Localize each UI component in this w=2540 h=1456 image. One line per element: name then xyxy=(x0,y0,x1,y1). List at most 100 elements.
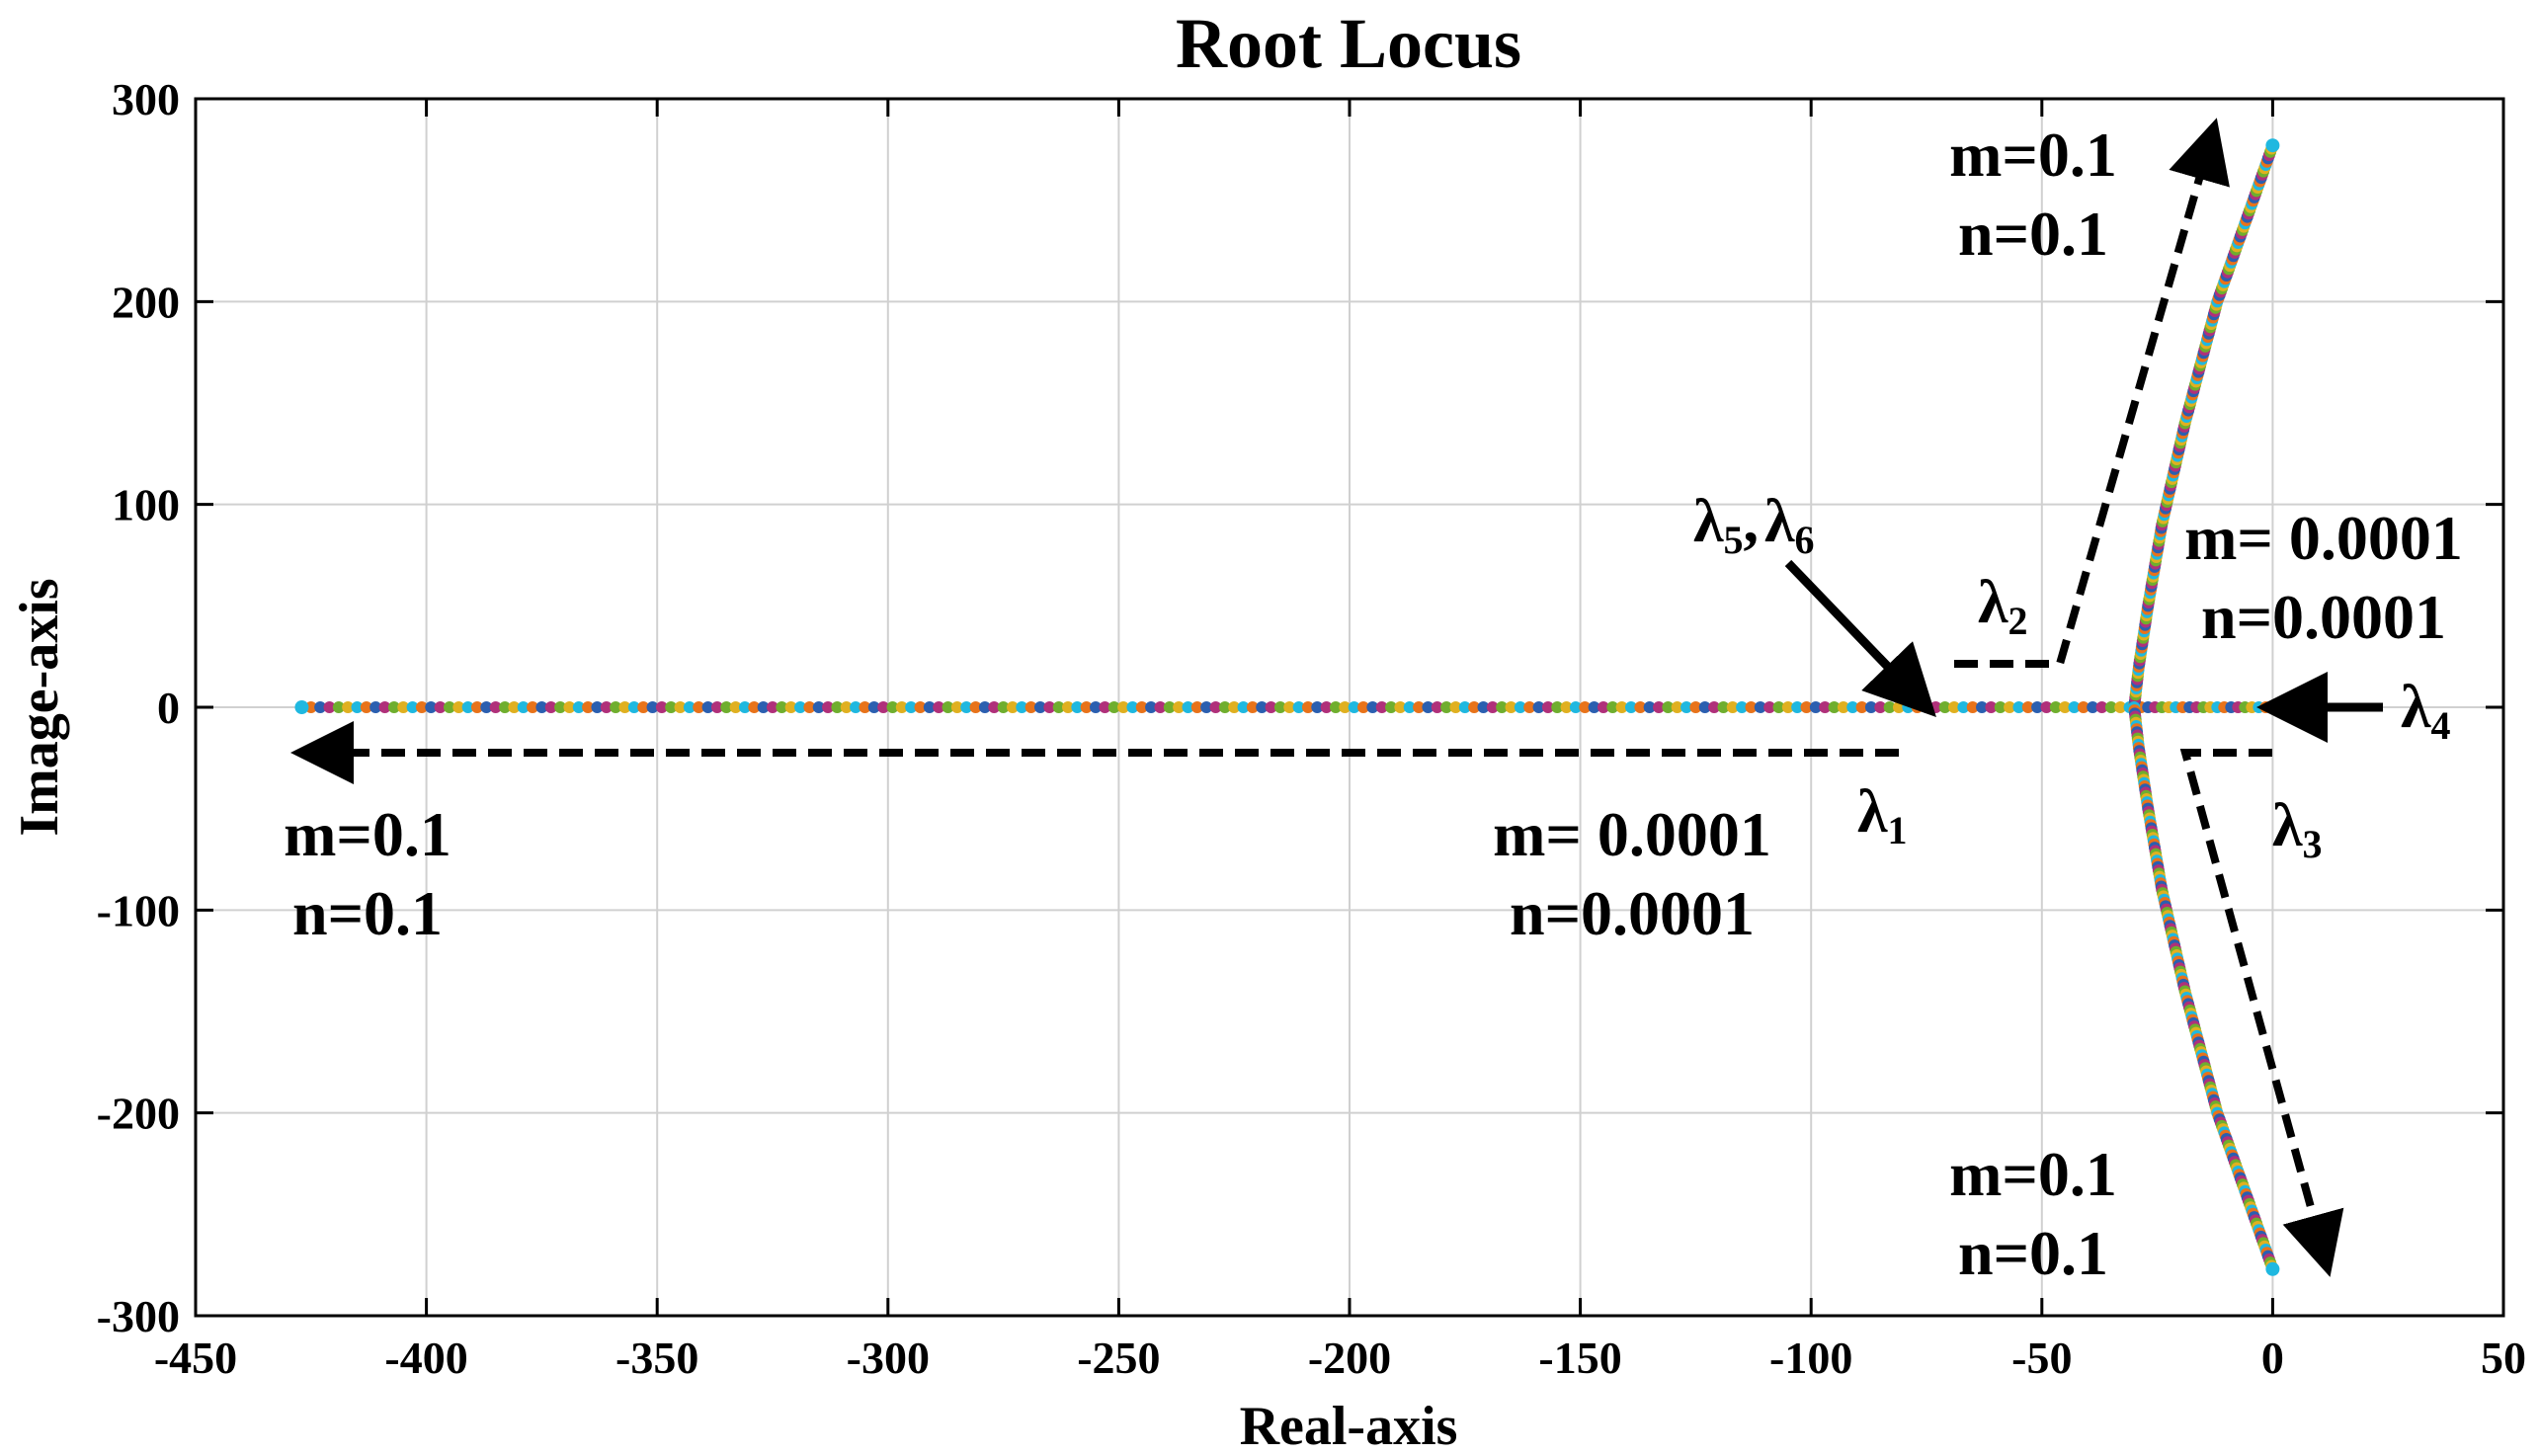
locus-point xyxy=(1173,701,1186,713)
locus-point xyxy=(1532,701,1545,713)
x-tick-label: 0 xyxy=(2261,1333,2284,1383)
locus-point xyxy=(683,701,696,713)
locus-point xyxy=(895,701,908,713)
direction-arrows xyxy=(290,118,2344,1277)
locus-point xyxy=(942,701,954,713)
locus-point xyxy=(1717,701,1730,713)
locus-point xyxy=(1033,701,1046,713)
x-tick-label: -400 xyxy=(384,1333,467,1383)
locus-point xyxy=(1477,701,1490,713)
annotation-left-n: n=0.1 xyxy=(292,878,443,948)
locus-point xyxy=(627,701,640,713)
locus-point xyxy=(1643,701,1656,713)
locus-point xyxy=(360,701,372,713)
locus-point xyxy=(351,701,364,713)
locus-point xyxy=(1819,701,1832,713)
locus-point xyxy=(1052,701,1065,713)
locus-point xyxy=(637,701,650,713)
locus-point xyxy=(1182,701,1194,713)
locus-point xyxy=(1624,701,1637,713)
locus-point xyxy=(1745,701,1758,713)
locus-point xyxy=(988,701,1001,713)
locus-point xyxy=(1080,701,1093,713)
locus-point xyxy=(1126,701,1139,713)
locus-point xyxy=(1099,701,1111,713)
x-tick-label: 50 xyxy=(2481,1333,2526,1383)
locus-point xyxy=(2012,701,2025,713)
locus-point xyxy=(1569,701,1582,713)
x-tick-label: -100 xyxy=(1769,1333,1852,1383)
locus-point xyxy=(812,701,825,713)
locus-point xyxy=(434,701,447,713)
locus-point xyxy=(1403,701,1416,713)
locus-points xyxy=(294,138,2280,1276)
locus-point xyxy=(1662,701,1675,713)
locus-point xyxy=(517,701,530,713)
locus-point xyxy=(950,701,963,713)
locus-point xyxy=(867,701,880,713)
locus-point xyxy=(544,701,557,713)
locus-point xyxy=(1579,701,1592,713)
locus-point xyxy=(859,701,871,713)
locus-point xyxy=(840,701,853,713)
locus-point xyxy=(1256,701,1269,713)
locus-point xyxy=(1366,701,1379,713)
locus-point xyxy=(1357,701,1370,713)
start-point xyxy=(2265,138,2280,153)
locus-point xyxy=(2068,701,2081,713)
locus-point xyxy=(831,701,844,713)
locus-point xyxy=(767,701,778,713)
y-tick-label: 100 xyxy=(112,480,180,530)
locus-point xyxy=(499,701,512,713)
locus-point xyxy=(461,701,474,713)
locus-point xyxy=(757,701,770,713)
y-tick-label: 0 xyxy=(157,683,180,733)
locus-point xyxy=(905,701,918,713)
locus-point xyxy=(2040,701,2053,713)
locus-point xyxy=(397,701,410,713)
locus-point xyxy=(1541,701,1554,713)
locus-point xyxy=(1190,701,1203,713)
label-lambda5-lambda6: λ5,λ6 xyxy=(1693,488,1814,562)
locus-point xyxy=(387,701,400,713)
locus-point xyxy=(443,701,455,713)
start-point xyxy=(294,700,309,714)
locus-point xyxy=(1413,701,1426,713)
locus-point xyxy=(997,701,1010,713)
y-tick-label: 200 xyxy=(112,277,180,327)
locus-point xyxy=(415,701,428,713)
locus-point xyxy=(1329,701,1342,713)
locus-point xyxy=(1292,701,1305,713)
locus-point xyxy=(378,701,391,713)
locus-point xyxy=(776,701,788,713)
locus-point xyxy=(2031,701,2044,713)
locus-point xyxy=(646,701,659,713)
locus-point xyxy=(1938,701,1951,713)
locus-point xyxy=(563,701,576,713)
locus-point xyxy=(1163,701,1176,713)
locus-point xyxy=(1394,701,1407,713)
locus-point xyxy=(693,701,705,713)
locus-point xyxy=(2114,701,2127,713)
locus-point xyxy=(1218,701,1231,713)
locus-point xyxy=(1754,701,1766,713)
locus-point xyxy=(480,701,493,713)
locus-point xyxy=(665,701,678,713)
locus-point xyxy=(572,701,585,713)
arrow-lambda2 xyxy=(1954,118,2230,668)
locus-point xyxy=(1772,701,1785,713)
locus-point xyxy=(1486,701,1499,713)
locus-point xyxy=(1615,701,1628,713)
annotation-top-right-n: n=0.1 xyxy=(1958,199,2108,269)
annotation-right-mid-n: n=0.0001 xyxy=(2201,582,2446,652)
locus-point xyxy=(923,701,936,713)
locus-point xyxy=(1273,701,1286,713)
locus-point xyxy=(1145,701,1158,713)
locus-point xyxy=(1024,701,1037,713)
locus-point xyxy=(2077,701,2089,713)
locus-point xyxy=(1283,701,1296,713)
locus-point xyxy=(2095,701,2108,713)
locus-point xyxy=(655,701,668,713)
locus-point xyxy=(1966,701,1979,713)
